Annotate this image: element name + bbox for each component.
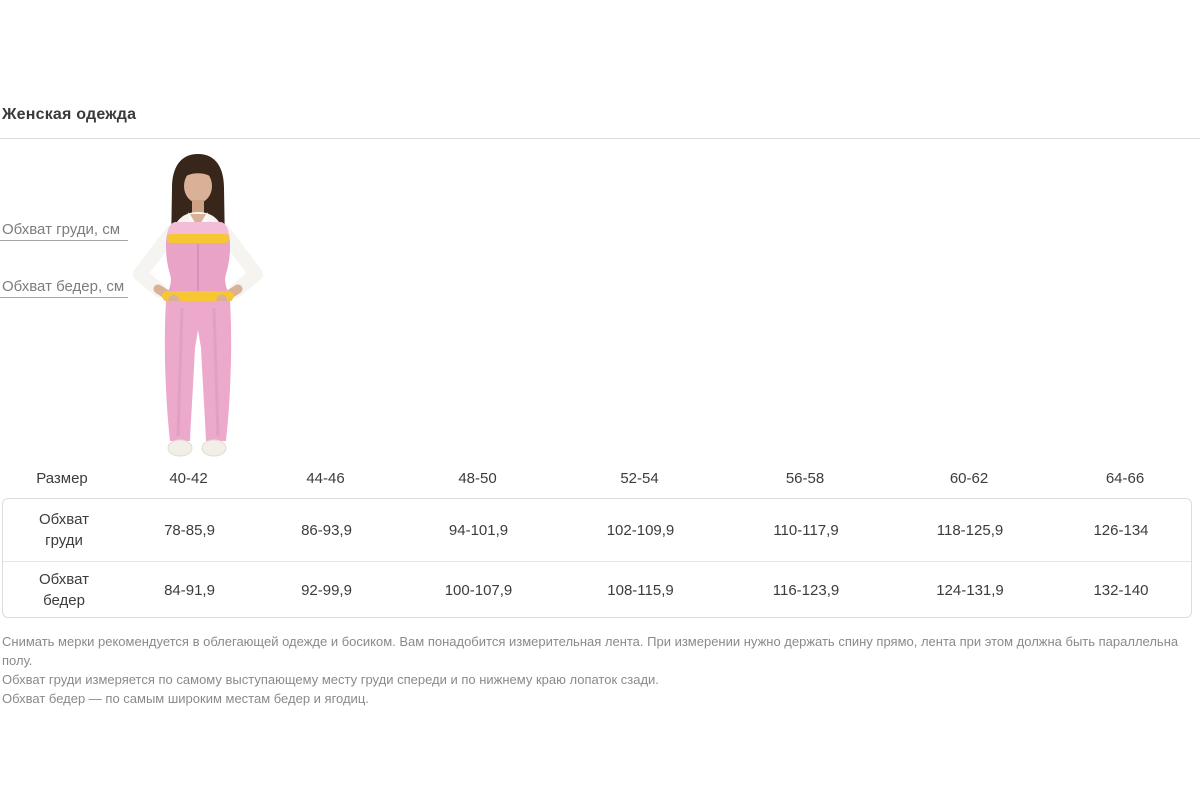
header-48-50: 48-50 — [458, 469, 497, 487]
model-left-shoe — [167, 439, 193, 457]
header-52-54: 52-54 — [620, 469, 659, 487]
model-pant-crease-left — [176, 307, 184, 437]
hips-value: 84-91,9 — [164, 581, 215, 599]
hips-value: 108-115,9 — [607, 581, 674, 599]
measuring-notes: Снимать мерки рекомендуется в облегающей… — [2, 632, 1198, 708]
note-line-3: Обхват бедер — по самым широким местам б… — [2, 691, 369, 706]
note-line-1: Снимать мерки рекомендуется в облегающей… — [2, 634, 1179, 668]
hips-value: 116-123,9 — [772, 581, 840, 599]
row-label-chest: Обхват груди — [39, 511, 89, 549]
table-row-hips: Обхват бедер 84-91,9 92-99,9 100-107,9 1… — [3, 562, 1191, 617]
size-table-header: Размер 40-42 44-46 48-50 52-54 56-58 60-… — [0, 467, 1200, 489]
hips-value: 92-99,9 — [301, 581, 352, 599]
chest-value: 118-125,9 — [936, 521, 1004, 539]
model-photo — [133, 154, 263, 457]
chest-value: 94-101,9 — [448, 521, 509, 539]
hips-value: 132-140 — [1093, 581, 1149, 599]
chest-measure-line — [0, 240, 128, 241]
model-pants — [164, 301, 232, 441]
chest-value: 110-117,9 — [773, 521, 839, 539]
header-64-66: 64-66 — [1105, 469, 1145, 487]
model-fringe — [181, 166, 215, 180]
header-40-42: 40-42 — [169, 469, 208, 487]
chest-band — [167, 234, 229, 243]
chest-value: 126-134 — [1093, 521, 1149, 539]
header-44-46: 44-46 — [306, 469, 345, 487]
hips-value: 100-107,9 — [444, 581, 513, 599]
chest-value: 102-109,9 — [606, 521, 675, 539]
model-face — [184, 169, 212, 203]
model-tunic-top — [167, 222, 229, 235]
row-label-hips: Обхват бедер — [39, 571, 89, 609]
header-60-62: 60-62 — [949, 469, 989, 487]
table-row-chest: Обхват груди 78-85,9 86-93,9 94-101,9 10… — [3, 499, 1191, 562]
chest-value: 78-85,9 — [164, 521, 215, 539]
model-right-sleeve — [217, 225, 263, 298]
model-neck — [192, 200, 204, 213]
hips-measure-label: Обхват бедер, см — [2, 278, 125, 295]
model-pant-crease-right — [212, 307, 220, 437]
model-left-sleeve — [133, 225, 179, 298]
chest-measure-label: Обхват груди, см — [2, 221, 121, 238]
hip-band — [162, 291, 234, 301]
model-collar-v — [190, 214, 206, 228]
page-title: Женская одежда — [2, 106, 137, 123]
chest-value: 86-93,9 — [301, 521, 352, 539]
note-line-2: Обхват груди измеряется по самому выступ… — [2, 672, 659, 687]
model-right-shoe — [201, 439, 227, 457]
header-size: Размер — [36, 469, 88, 487]
size-table: Обхват груди 78-85,9 86-93,9 94-101,9 10… — [2, 498, 1192, 618]
header-56-58: 56-58 — [785, 469, 825, 487]
title-divider — [0, 138, 1200, 139]
hips-value: 124-131,9 — [936, 581, 1004, 599]
hips-measure-line — [0, 297, 128, 298]
